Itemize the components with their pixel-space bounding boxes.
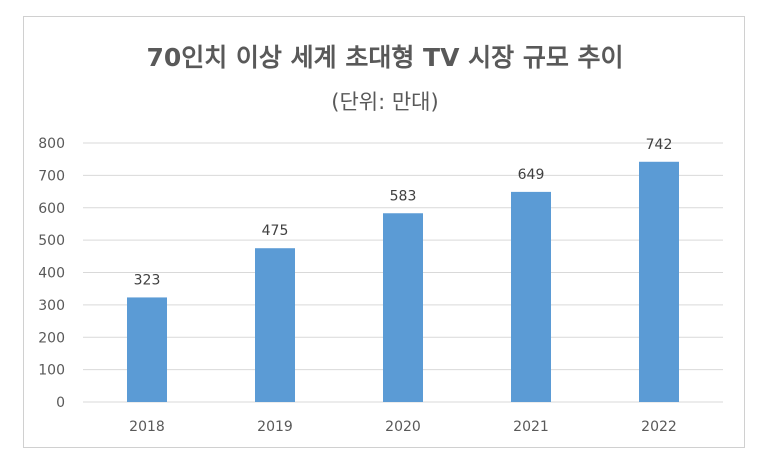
x-tick-label: 2018 bbox=[129, 419, 165, 435]
y-tick-label: 300 bbox=[38, 298, 65, 314]
y-tick-label: 0 bbox=[56, 395, 65, 411]
x-tick-label: 2021 bbox=[513, 419, 549, 435]
data-label: 583 bbox=[390, 188, 417, 204]
bar-2021 bbox=[511, 191, 551, 402]
data-label: 742 bbox=[646, 137, 673, 153]
y-tick-label: 200 bbox=[38, 330, 65, 346]
data-label: 323 bbox=[134, 272, 161, 288]
bar-2019 bbox=[255, 248, 295, 402]
x-tick-label: 2020 bbox=[385, 419, 421, 435]
data-label: 649 bbox=[518, 167, 545, 183]
y-tick-label: 400 bbox=[38, 266, 65, 282]
chart-subtitle: (단위: 만대) bbox=[331, 90, 439, 114]
bar-2018 bbox=[127, 297, 167, 402]
y-tick-label: 600 bbox=[38, 201, 65, 217]
y-tick-label: 100 bbox=[38, 363, 65, 379]
x-tick-label: 2019 bbox=[257, 419, 293, 435]
bar-2022 bbox=[639, 161, 679, 402]
chart-title: 70인치 이상 세계 초대형 TV 시장 규모 추이 bbox=[146, 43, 624, 72]
y-tick-label: 800 bbox=[38, 136, 65, 152]
data-label: 475 bbox=[262, 223, 289, 239]
y-tick-label: 500 bbox=[38, 233, 65, 249]
y-tick-label: 700 bbox=[38, 168, 65, 184]
bar-2020 bbox=[383, 213, 423, 402]
x-tick-label: 2022 bbox=[641, 419, 677, 435]
